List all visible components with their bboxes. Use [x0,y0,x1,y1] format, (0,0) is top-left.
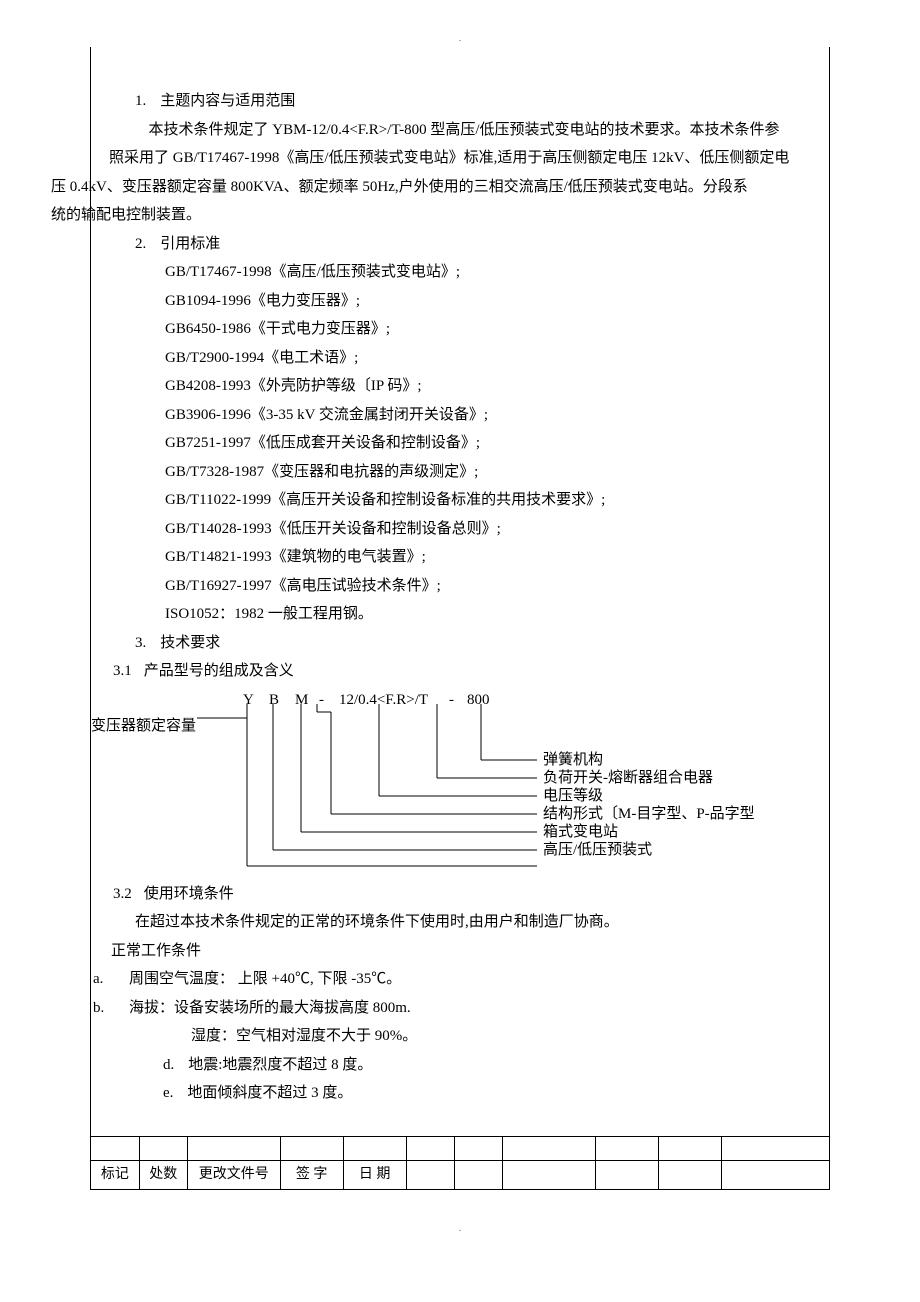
cond-b: b. 海拔：设备安装场所的最大海拔高度 800m. [93,994,811,1023]
s31-num: 3.1 [113,657,132,686]
section-3-1-head: 3.1 产品型号的组成及含义 [109,657,811,686]
ref-3: GB/T2900-1994《电工术语》; [109,344,811,373]
s1-line-3-overflow: 压 0.4kV、变压器额定容量 800KVA、额定频率 50Hz,户外使用的三相… [51,173,811,202]
ref-6: GB7251-1997《低压成套开关设备和控制设备》; [109,429,811,458]
ref-11: GB/T16927-1997《高电压试验技术条件》; [109,572,811,601]
cond-b-txt: 海拔：设备安装场所的最大海拔高度 800m. [129,994,411,1023]
s32-h2: 正常工作条件 [109,937,811,966]
ft-c2: 更改文件号 [187,1160,280,1190]
ft-c1: 处数 [139,1160,187,1190]
model-label-5: 高压/低压预装式 [543,836,652,865]
ref-9: GB/T14028-1993《低压开关设备和控制设备总则》; [109,515,811,544]
model-diagram: YBM-12/0.4<F.R>/T-800变压器额定容量弹簧机构负荷开关-熔断器… [91,690,811,880]
model-voltage: 12/0.4<F.R>/T [339,686,428,715]
ref-12: ISO1052：1982 一般工程用钢。 [109,600,811,629]
section-2-num: 2. [135,230,146,259]
section-1-title: 主题内容与适用范围 [160,87,295,116]
section-2-title: 引用标准 [160,230,220,259]
cond-e-lab: e. [163,1079,173,1108]
model-left-label: 变压器额定容量 [91,712,196,741]
ref-7: GB/T7328-1987《变压器和电抗器的声级测定》; [109,458,811,487]
s1-line-2: 照采用了 GB/T17467-1998《高压/低压预装式变电站》标准,适用于高压… [109,144,811,173]
ref-5: GB3906-1996《3-35 kV 交流金属封闭开关设备》; [109,401,811,430]
section-3-head: 3. 技术要求 [109,629,811,658]
section-1-num: 1. [135,87,146,116]
ref-2: GB6450-1986《干式电力变压器》; [109,315,811,344]
footer-dot: . [0,1220,920,1237]
cond-d-txt: 地震:地震烈度不超过 8 度。 [188,1051,372,1080]
section-2-head: 2. 引用标准 [109,230,811,259]
s1-line-4-overflow: 统的输配电控制装置。 [51,201,811,230]
cond-d-lab: d. [163,1051,174,1080]
ref-1: GB1094-1996《电力变压器》; [109,287,811,316]
ft-c0: 标记 [91,1160,139,1190]
revision-table: 标记 处数 更改文件号 签 字 日 期 [91,1136,829,1191]
s31-title: 产品型号的组成及含义 [144,657,294,686]
model-capacity: 800 [467,686,490,715]
cond-e-txt: 地面倾斜度不超过 3 度。 [187,1079,352,1108]
model-letter-m: M [295,686,308,715]
s32-num: 3.2 [113,880,132,909]
ft-c4: 日 期 [343,1160,406,1190]
cond-c: 湿度：空气相对湿度不大于 90%。 [109,1022,811,1051]
revision-row-blank [91,1136,829,1160]
section-3-title: 技术要求 [160,629,220,658]
ft-c3: 签 字 [280,1160,343,1190]
section-3-num: 3. [135,629,146,658]
revision-row-head: 标记 处数 更改文件号 签 字 日 期 [91,1160,829,1190]
model-letter-b: B [269,686,279,715]
cond-d: d. 地震:地震烈度不超过 8 度。 [109,1051,811,1080]
cond-a-lab: a. [93,965,111,994]
ref-4: GB4208-1993《外壳防护等级〔IP 码》; [109,372,811,401]
section-1-head: 1. 主题内容与适用范围 [109,87,811,116]
section-3-2-head: 3.2 使用环境条件 [109,880,811,909]
cond-a-txt: 周围空气温度： 上限 +40℃, 下限 -35℃。 [129,965,401,994]
model-letter-y: Y [243,686,254,715]
cond-a: a. 周围空气温度： 上限 +40℃, 下限 -35℃。 [93,965,811,994]
header-dot: . [0,30,920,47]
model-dash-1: - [319,686,324,715]
model-dash-2: - [449,686,454,715]
page-frame: 1. 主题内容与适用范围 本技术条件规定了 YBM-12/0.4<F.R>/T-… [90,47,830,1190]
s32-p1: 在超过本技术条件规定的正常的环境条件下使用时,由用户和制造厂协商。 [109,908,811,937]
cond-b-lab: b. [93,994,111,1023]
s1-line-1: 本技术条件规定了 YBM-12/0.4<F.R>/T-800 型高压/低压预装式… [109,116,811,145]
cond-e: e. 地面倾斜度不超过 3 度。 [109,1079,811,1108]
ref-8: GB/T11022-1999《高压开关设备和控制设备标准的共用技术要求》; [109,486,811,515]
ref-10: GB/T14821-1993《建筑物的电气装置》; [109,543,811,572]
ref-0: GB/T17467-1998《高压/低压预装式变电站》; [109,258,811,287]
s32-title: 使用环境条件 [144,880,234,909]
content-area: 1. 主题内容与适用范围 本技术条件规定了 YBM-12/0.4<F.R>/T-… [91,87,829,1118]
